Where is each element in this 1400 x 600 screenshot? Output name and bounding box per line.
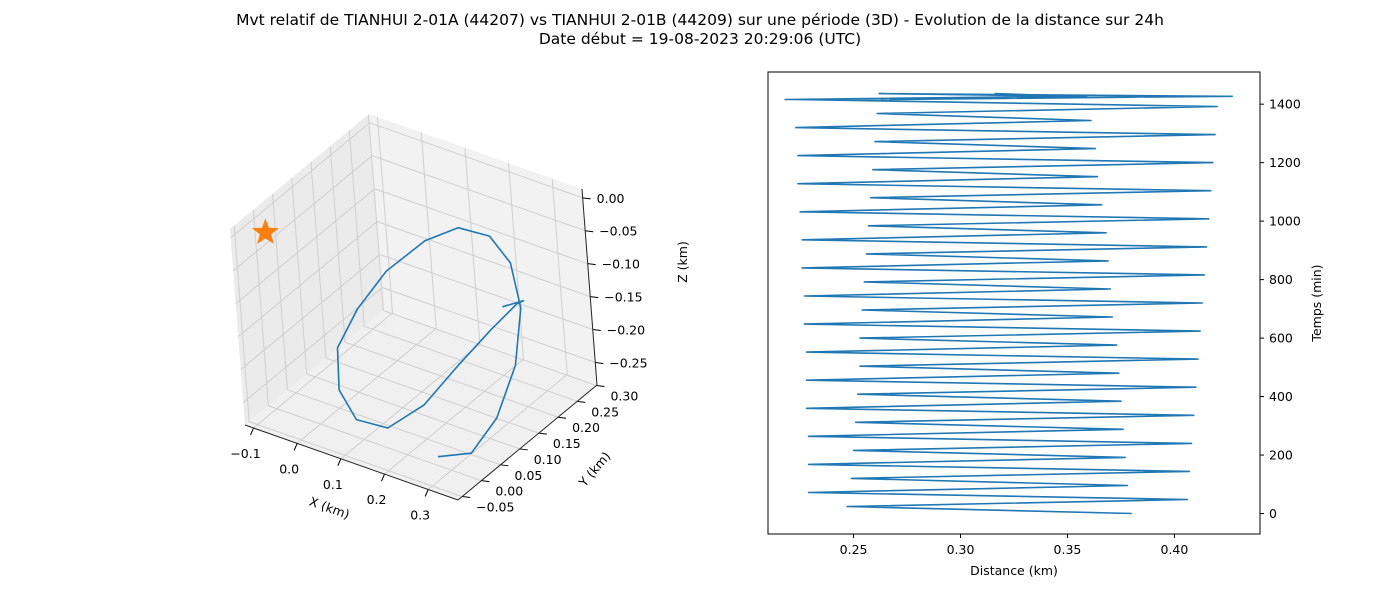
star-marker: [252, 218, 279, 244]
z-tick-0: [582, 197, 591, 200]
grid-z-2: [235, 188, 588, 305]
y-tick-label-4: 800: [1269, 272, 1293, 287]
x-tick-label-4: 0.3: [410, 508, 430, 523]
grid-y-6: [348, 130, 578, 402]
x-axis-label: Distance (km): [970, 563, 1058, 578]
grid-x-3: [384, 163, 525, 475]
grid-x-4: [427, 178, 568, 490]
x-tick-label-3: 0.40: [1161, 542, 1189, 557]
grid-x-2: [340, 147, 481, 460]
grid-z-4: [240, 253, 593, 370]
pane-xy-floor: [245, 310, 597, 500]
y-tick-3: [519, 448, 528, 451]
figure-subtitle: Date début = 19-08-2023 20:29:06 (UTC): [538, 30, 862, 48]
y-tick-label-5: 0.20: [572, 420, 600, 435]
z-tick-label-5: −0.25: [609, 355, 647, 370]
grid-x-1: [296, 132, 437, 444]
grid-y-1: [252, 209, 482, 482]
distance-series-line: [784, 92, 1233, 515]
z-axis-label: Z (km): [675, 241, 690, 283]
x-tick-label-0: 0.25: [840, 542, 868, 557]
x-tick-3: [381, 473, 385, 482]
y-axis-line: [457, 384, 598, 501]
y-tick-label-7: 1400: [1269, 97, 1301, 112]
y-tick-label-2: 0.05: [515, 468, 543, 483]
grid-y-7: [367, 114, 597, 386]
y-tick-label-6: 1200: [1269, 155, 1301, 170]
grid-z-5: [242, 286, 596, 403]
grid-x-0: [253, 116, 394, 429]
x-tick-label-2: 0.35: [1054, 542, 1082, 557]
grid-z-0: [230, 122, 583, 239]
figure-title: Mvt relatif de TIANHUI 2-01A (44207) vs …: [236, 11, 1164, 29]
y-tick-label-6: 0.25: [591, 404, 619, 419]
y-tick-2: [500, 464, 509, 467]
grid-y-5: [329, 146, 559, 418]
grid-y-4: [310, 162, 540, 434]
z-tick-2: [587, 263, 596, 266]
grid-y-2: [272, 193, 501, 466]
y-tick-label-0: 0: [1269, 506, 1277, 521]
trajectory-line: [336, 226, 525, 458]
y-tick-label-1: 200: [1269, 448, 1293, 463]
plot-frame: [767, 71, 1261, 535]
z-tick-4: [592, 329, 601, 332]
grid-y-3: [291, 177, 520, 450]
pane-yz-left: [230, 114, 384, 425]
z-tick-label-1: −0.05: [599, 224, 637, 239]
z-axis-line: [581, 188, 598, 386]
y-axis-label: Temps (min): [1309, 264, 1324, 342]
y-tick-label-2: 400: [1269, 389, 1293, 404]
x-tick-label-2: 0.1: [323, 477, 343, 492]
y-tick-label-0: −0.05: [476, 500, 514, 515]
z-tick-1: [585, 230, 594, 233]
y-tick-label-3: 0.10: [534, 452, 562, 467]
x-tick-label-1: 0.0: [279, 461, 299, 476]
y-tick-6: [577, 400, 586, 403]
x-tick-4: [424, 489, 429, 497]
pane-xz-far: [369, 114, 597, 385]
x-axis-line: [244, 424, 459, 501]
y-tick-1: [481, 480, 490, 483]
y-tick-label-3: 600: [1269, 331, 1293, 346]
x-tick-1: [293, 443, 298, 451]
x-tick-label-1: 0.30: [947, 542, 975, 557]
y-tick-0: [462, 496, 471, 499]
z-tick-label-2: −0.10: [602, 257, 640, 272]
y-tick-4: [538, 432, 547, 435]
y-tick-5: [558, 416, 567, 419]
y-tick-label-1: 0.00: [495, 484, 523, 499]
y-tick-label-4: 0.15: [553, 436, 581, 451]
grid-z-3: [237, 221, 591, 337]
z-tick-3: [590, 296, 599, 299]
grid-y-0: [233, 225, 463, 498]
z-tick-label-3: −0.15: [604, 290, 642, 305]
y-tick-label-7: 0.30: [610, 388, 638, 403]
y-tick-label-5: 1000: [1269, 214, 1301, 229]
grid-z-1: [232, 155, 586, 272]
z-tick-5: [595, 361, 604, 364]
z-tick-label-0: 0.00: [597, 191, 625, 206]
z-tick-label-4: −0.20: [607, 323, 645, 338]
x-tick-label-0: −0.1: [230, 446, 260, 461]
x-tick-label-3: 0.2: [367, 492, 387, 507]
chart-3d-trajectory: −0.10.00.10.20.3−0.050.000.050.100.150.2…: [230, 114, 690, 523]
y-tick-7: [596, 384, 605, 387]
x-tick-0: [250, 427, 254, 436]
x-tick-2: [337, 458, 342, 466]
